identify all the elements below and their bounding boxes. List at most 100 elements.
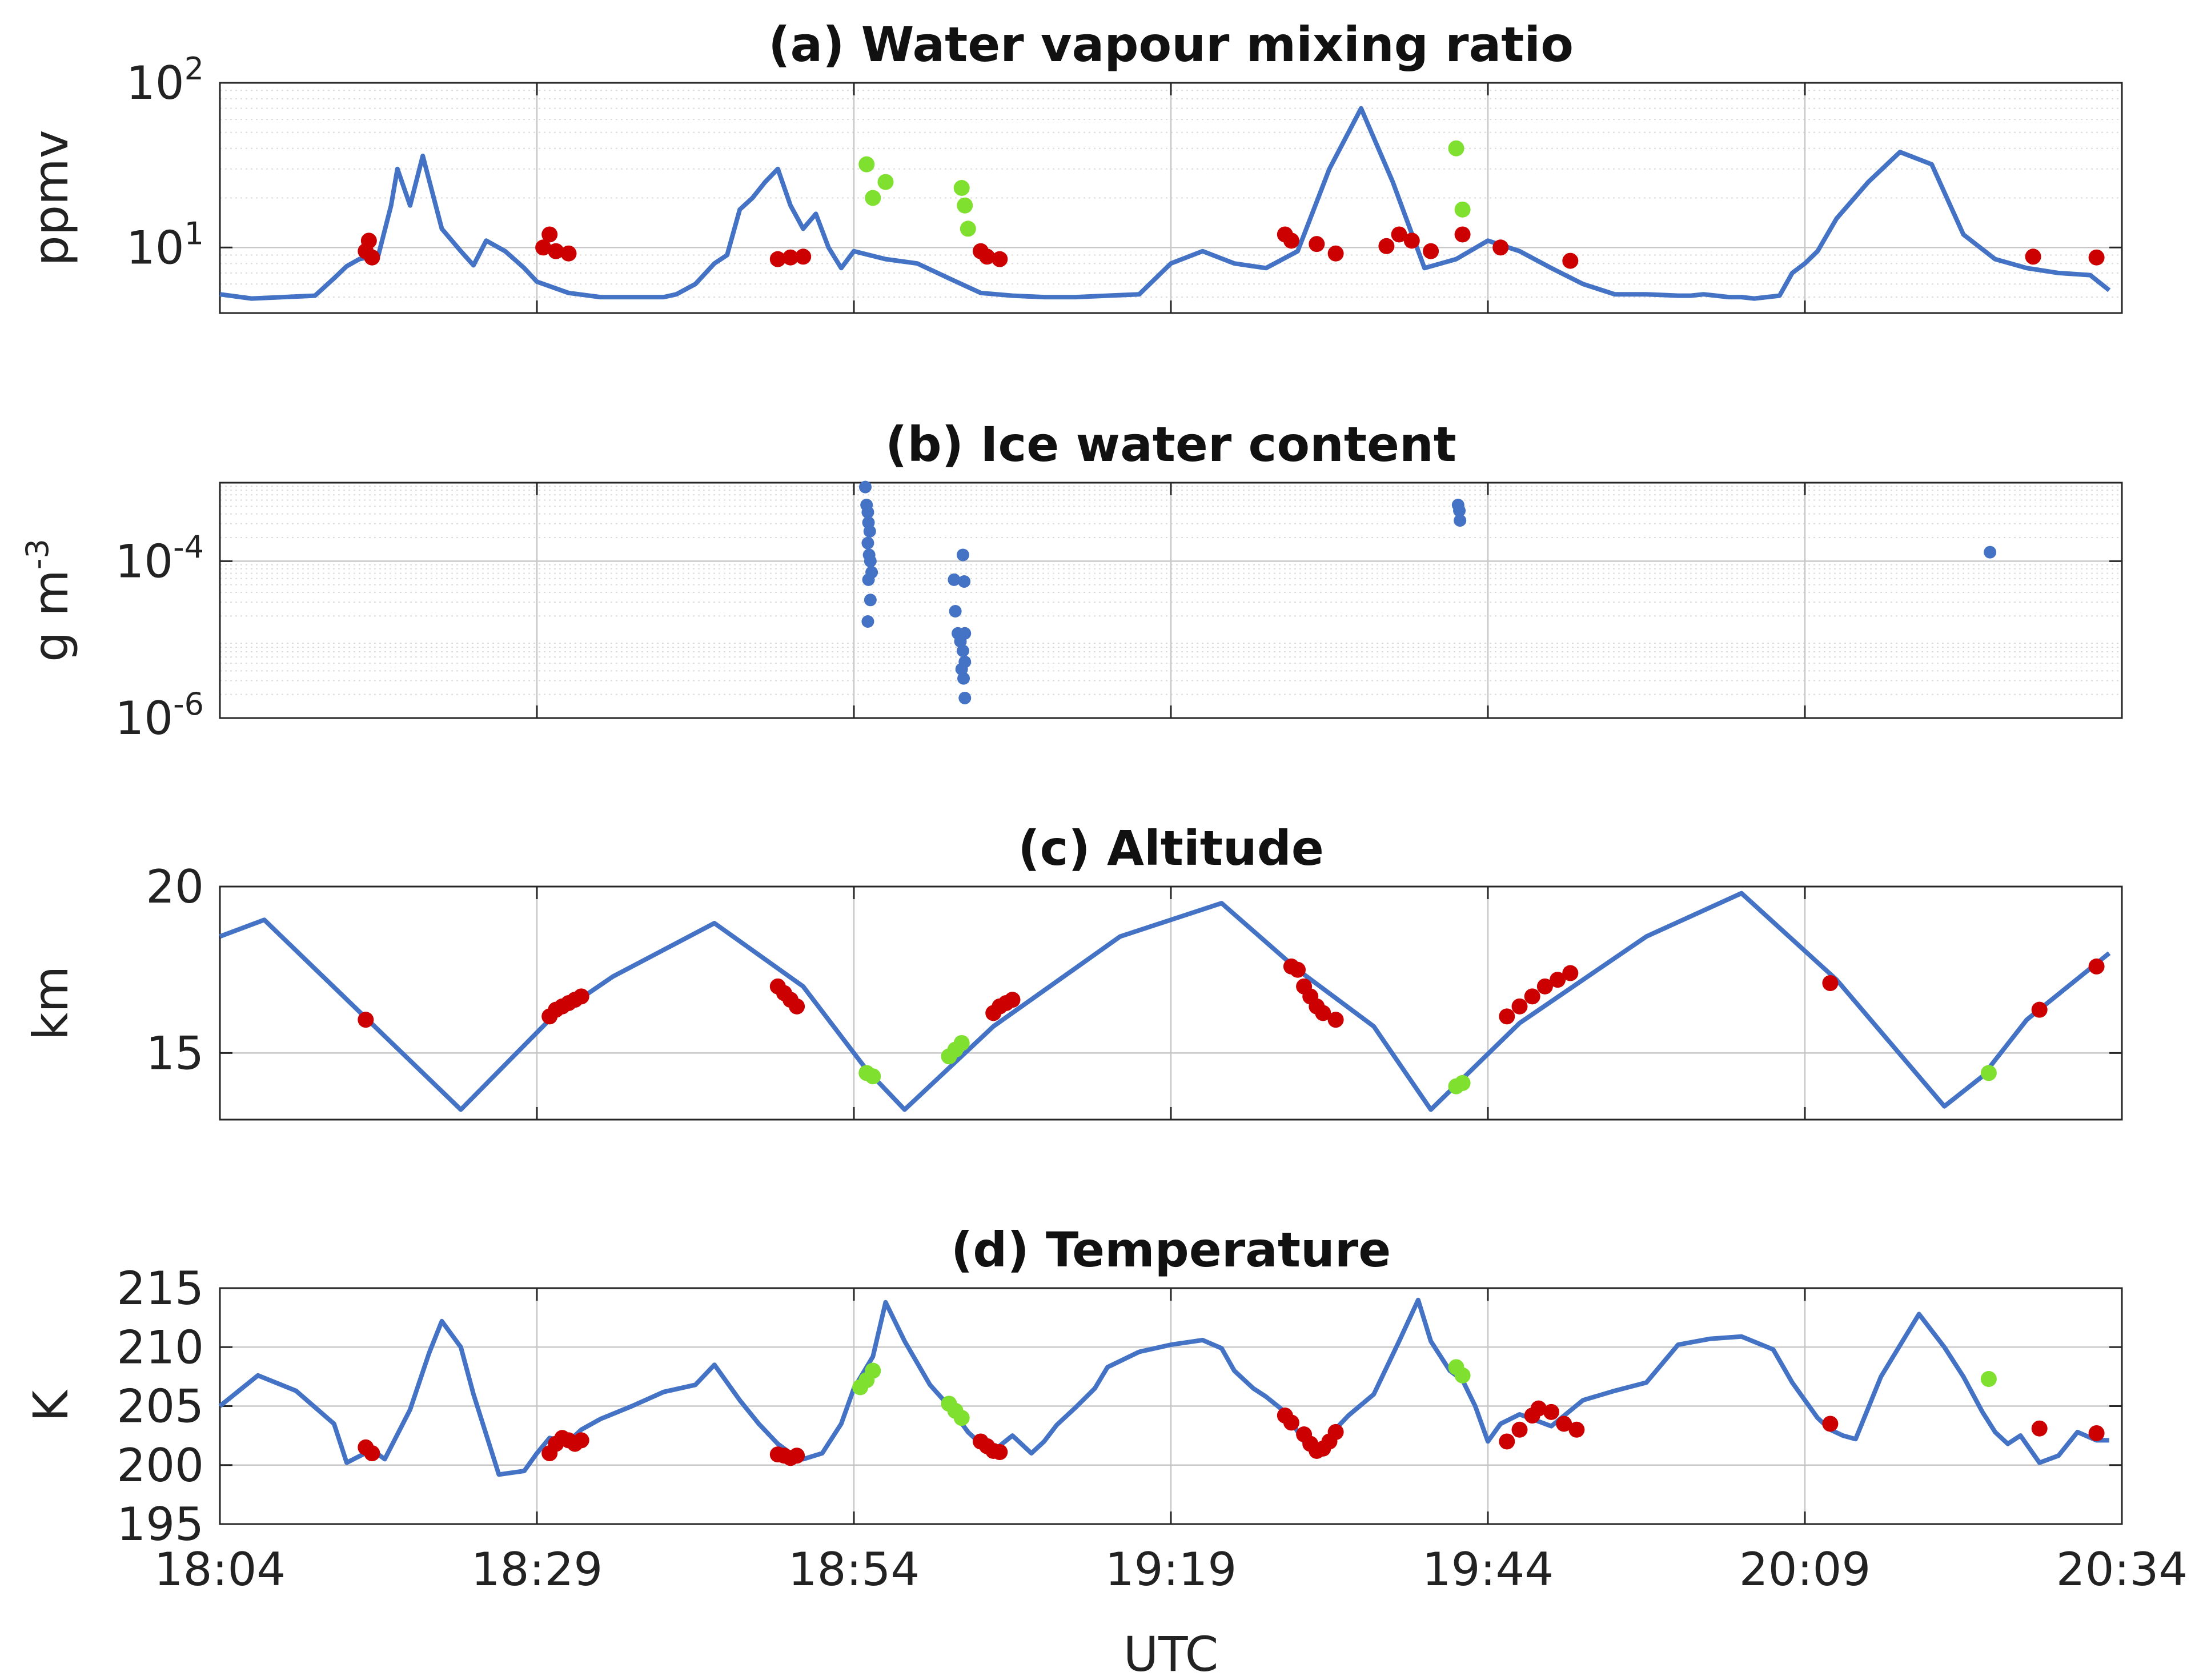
red-marker <box>2031 1420 2048 1437</box>
y-tick-label: 215 <box>117 1262 204 1315</box>
red-marker <box>1556 1416 1572 1432</box>
red-marker <box>1423 243 1439 259</box>
y-axis-label: g m-3 <box>19 539 79 662</box>
y-tick-label: 101 <box>126 215 204 274</box>
green-marker <box>1454 1367 1471 1384</box>
y-axis-label: K <box>23 1389 79 1422</box>
red-marker <box>1391 226 1407 243</box>
red-marker <box>358 1012 374 1028</box>
x-tick-label: 18:04 <box>154 1543 286 1596</box>
red-marker <box>1327 1424 1344 1440</box>
green-marker <box>877 174 894 190</box>
y-axis-label: km <box>23 966 79 1040</box>
green-marker <box>858 156 875 173</box>
red-marker <box>1403 232 1420 249</box>
green-marker <box>865 1362 881 1379</box>
red-marker <box>769 251 786 267</box>
x-tick-label: 19:19 <box>1105 1543 1237 1596</box>
red-marker <box>2088 249 2105 266</box>
red-marker <box>1562 252 1579 269</box>
y-tick-label: 210 <box>117 1321 204 1374</box>
red-marker <box>1454 226 1471 243</box>
red-marker <box>573 988 589 1005</box>
scatter-point <box>957 672 970 685</box>
red-marker <box>535 239 552 256</box>
y-tick-label: 200 <box>117 1439 204 1492</box>
green-marker <box>957 197 973 214</box>
red-marker <box>548 243 564 259</box>
x-tick-label: 20:09 <box>1739 1543 1871 1596</box>
panel-water-vapour: 101 102 (a) Water vapour mixing ratio ppmv <box>23 17 2123 314</box>
y-tick-label: 195 <box>117 1498 204 1551</box>
green-marker <box>953 1410 970 1426</box>
x-tick-label: 18:29 <box>471 1543 603 1596</box>
red-marker <box>789 1448 805 1464</box>
green-marker <box>1454 1074 1471 1091</box>
x-tick-label: 20:34 <box>2056 1543 2188 1596</box>
red-marker <box>1492 239 1509 256</box>
scatter-point <box>861 536 874 550</box>
panel-title: (d) Temperature <box>951 1222 1391 1278</box>
red-marker <box>1568 1421 1585 1438</box>
red-marker <box>364 249 380 266</box>
scatter-point <box>864 594 877 607</box>
panel-ice-water-content: 10-6 10-4 (b) Ice water content g m-3 <box>19 416 2123 745</box>
red-marker <box>789 998 805 1015</box>
red-marker <box>1511 1421 1528 1438</box>
green-marker <box>865 190 881 206</box>
red-marker <box>1327 1012 1344 1028</box>
panel-title: (b) Ice water content <box>885 416 1456 472</box>
scatter-point <box>1984 546 1997 559</box>
series-line <box>219 106 2111 301</box>
red-marker <box>795 248 812 265</box>
red-marker <box>2025 248 2041 265</box>
series-line <box>219 891 2111 1112</box>
scatter-point <box>958 691 972 704</box>
red-marker <box>1511 998 1528 1015</box>
red-marker <box>2031 1001 2048 1018</box>
time-axis: 18:04 18:29 18:54 19:19 19:44 20:09 20:34 <box>154 1543 2188 1596</box>
green-marker <box>1980 1371 1997 1388</box>
green-marker <box>953 1035 970 1051</box>
panel-title: (a) Water vapour mixing ratio <box>768 17 1574 73</box>
red-marker <box>541 226 558 243</box>
green-marker <box>953 180 970 197</box>
x-tick-label: 19:44 <box>1422 1543 1554 1596</box>
red-marker <box>1283 232 1299 249</box>
scatter-point <box>956 548 969 562</box>
y-axis-label: ppmv <box>23 130 79 266</box>
red-marker <box>1530 1400 1547 1417</box>
red-marker <box>1290 961 1306 978</box>
scatter-point <box>956 644 969 657</box>
scatter-point <box>949 604 962 618</box>
red-marker <box>2088 958 2105 975</box>
scatter-point <box>958 575 971 588</box>
red-marker <box>979 248 996 265</box>
red-marker <box>1378 238 1395 254</box>
red-marker <box>992 251 1008 267</box>
series-line <box>218 1297 2109 1477</box>
green-marker <box>1980 1065 1997 1081</box>
y-tick-label: 205 <box>117 1380 204 1433</box>
red-marker <box>560 245 577 262</box>
red-marker <box>992 1444 1008 1461</box>
scatter-point <box>948 573 961 586</box>
red-marker <box>360 232 377 249</box>
red-marker <box>2088 1425 2105 1441</box>
panel-temperature: 195 200 205 210 215 (d) Temperature K <box>23 1222 2123 1551</box>
green-marker <box>1448 140 1464 157</box>
green-marker <box>1454 201 1471 218</box>
red-marker <box>1822 1416 1839 1432</box>
y-tick-label: 15 <box>146 1027 204 1080</box>
red-marker <box>1309 236 1325 252</box>
y-tick-label: 10-6 <box>115 686 204 745</box>
red-marker <box>1562 965 1579 981</box>
scatter-point <box>958 627 972 640</box>
red-marker <box>1536 978 1553 995</box>
y-tick-label: 102 <box>126 51 204 110</box>
red-marker <box>1543 1404 1559 1420</box>
red-marker <box>1315 1005 1331 1021</box>
scatter-point <box>858 480 872 494</box>
red-marker <box>1499 1433 1515 1450</box>
